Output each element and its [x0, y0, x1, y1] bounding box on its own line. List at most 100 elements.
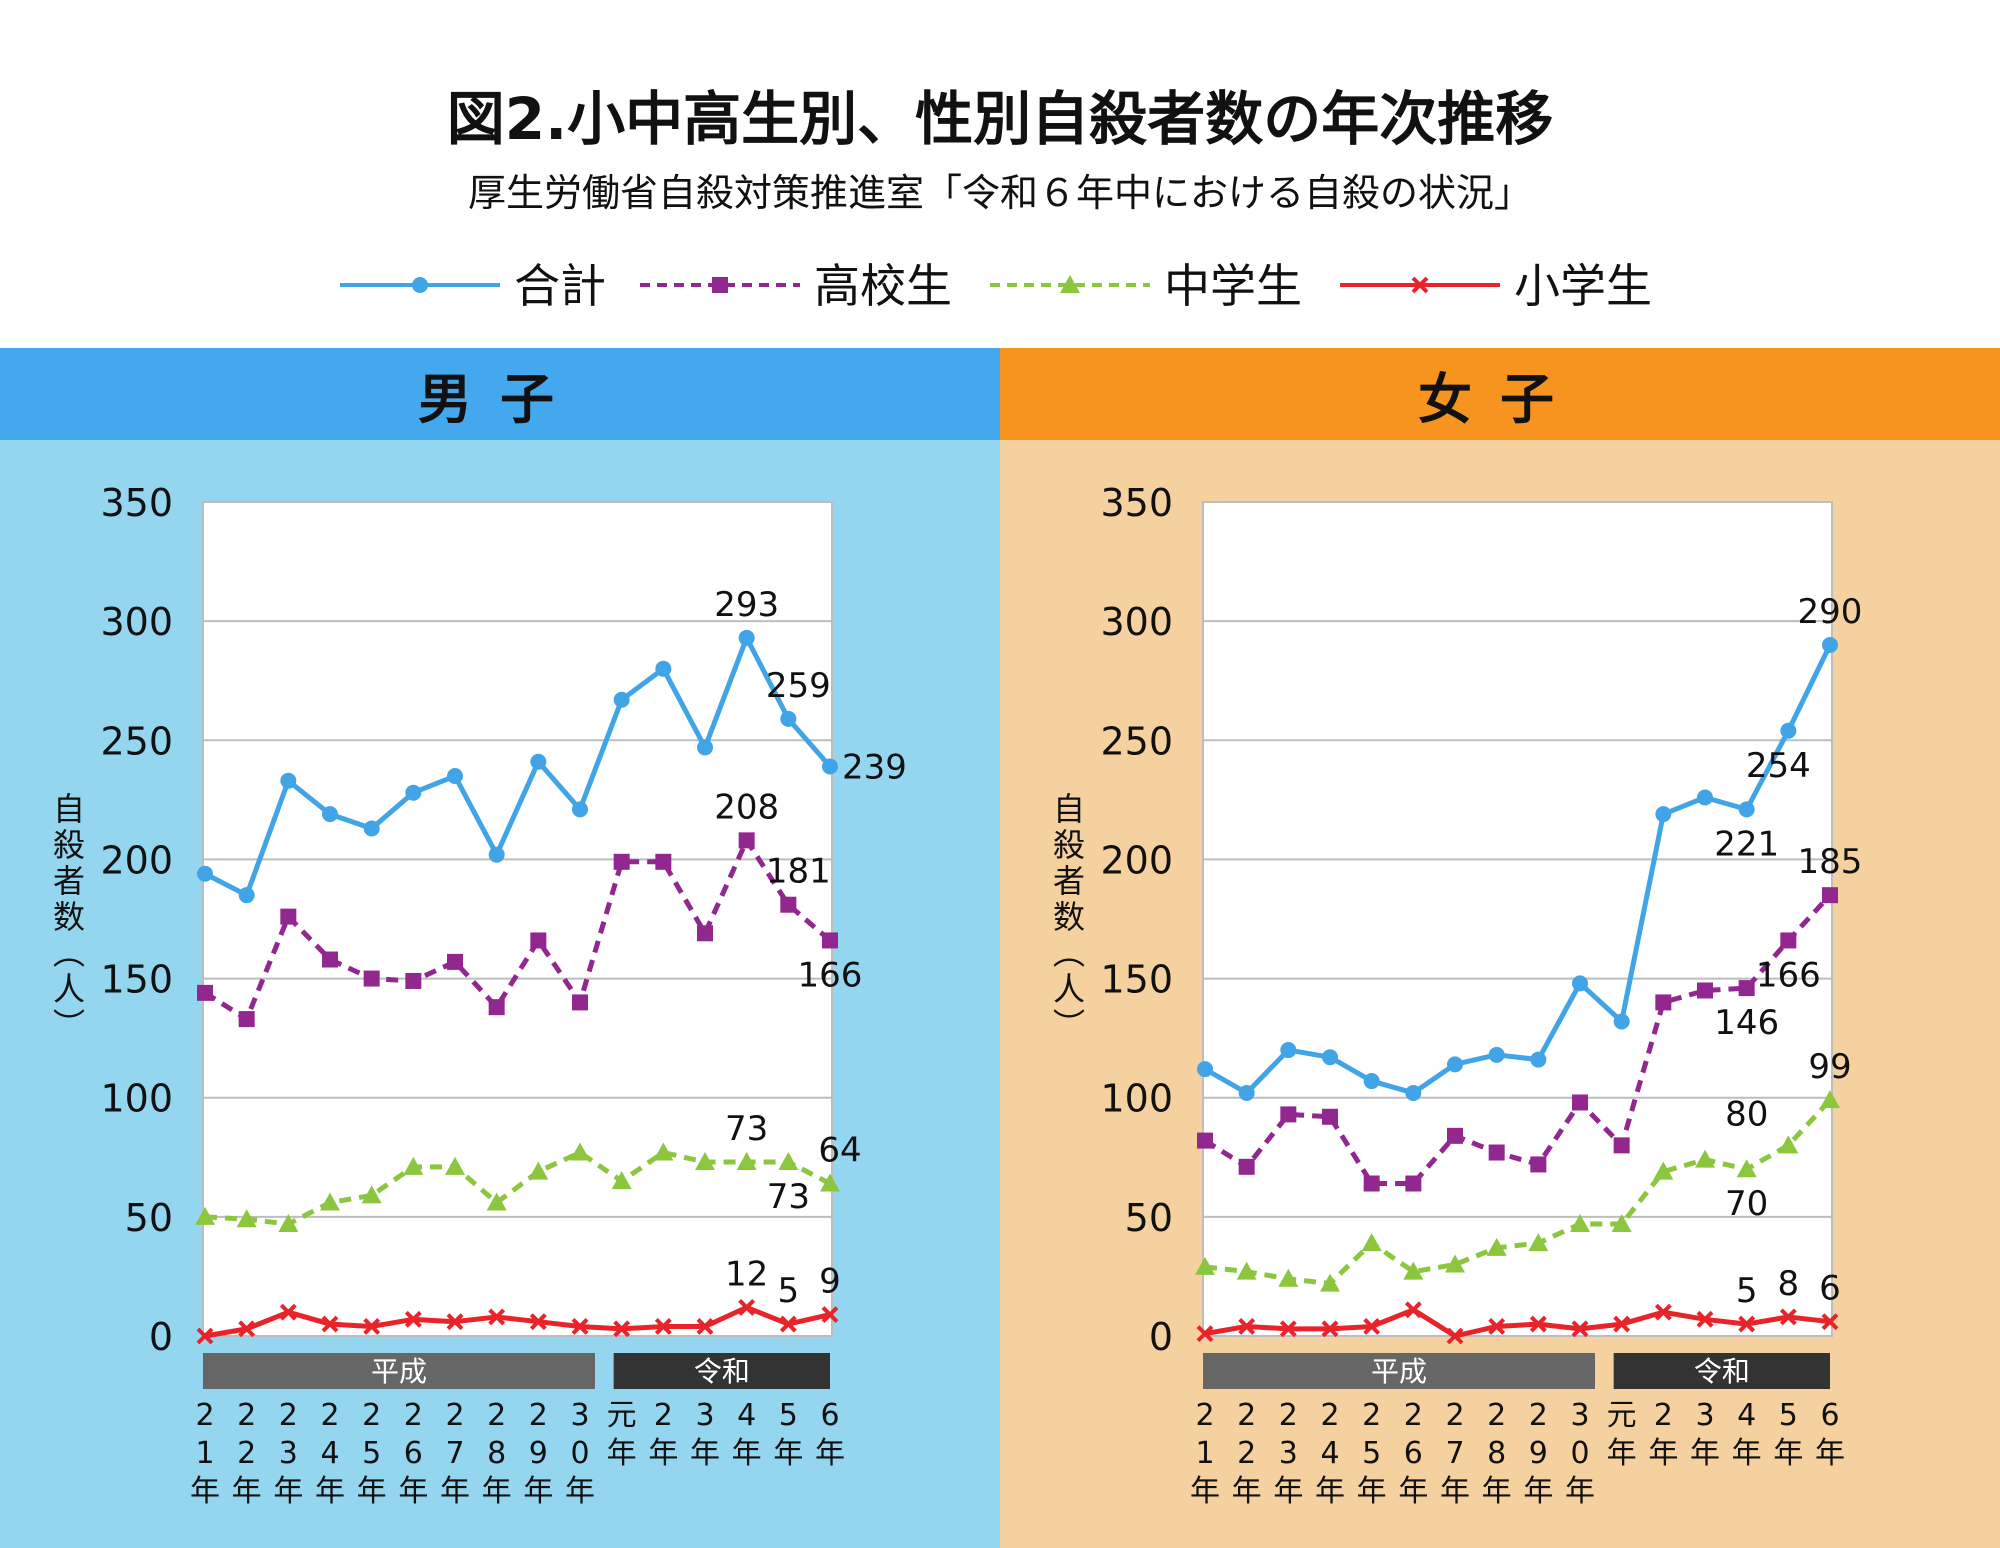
legend-label-total: 合計	[514, 259, 606, 313]
chart-subtitle: 厚生労働省自殺対策推進室「令和６年中における自殺の状況」	[467, 171, 1532, 215]
point-middle	[695, 1152, 715, 1171]
data-label: 12	[725, 1254, 768, 1294]
point-high	[197, 984, 213, 1001]
point-elementary	[1238, 1318, 1256, 1335]
x-tick-label-char: 年	[1815, 1436, 1845, 1471]
point-total	[1488, 1046, 1505, 1063]
x-tick-label-char: 2	[654, 1398, 673, 1433]
point-elementary	[1404, 1301, 1422, 1319]
x-tick-label-char: 年	[398, 1474, 428, 1509]
point-total	[280, 772, 297, 789]
point-high	[1405, 1175, 1422, 1192]
data-label: 239	[842, 747, 907, 787]
x-tick-label-char: 2	[445, 1398, 464, 1433]
point-middle	[1278, 1268, 1299, 1287]
x-tick-label-char: 年	[357, 1474, 387, 1509]
x-tick-label-char: 7	[1445, 1436, 1464, 1471]
point-total	[238, 887, 255, 904]
data-label: 166	[1756, 955, 1821, 995]
point-middle	[736, 1152, 757, 1171]
point-high	[447, 953, 463, 970]
point-total	[530, 753, 547, 770]
point-middle	[1736, 1159, 1757, 1178]
point-total	[1738, 801, 1755, 818]
point-middle	[1611, 1214, 1632, 1233]
point-middle	[445, 1156, 465, 1175]
point-high	[1530, 1156, 1547, 1173]
x-tick-label-char: 年	[315, 1474, 345, 1509]
point-high	[238, 1011, 255, 1028]
point-total	[1363, 1073, 1380, 1090]
x-tick-label-char: 年	[1565, 1474, 1595, 1509]
y-tick-label: 350	[1100, 481, 1173, 525]
point-middle	[1320, 1273, 1340, 1292]
x-tick-label-char: 0	[1570, 1436, 1589, 1471]
point-total	[1405, 1084, 1422, 1101]
era-band-0	[203, 1353, 595, 1389]
point-middle	[1653, 1161, 1674, 1180]
point-elementary	[488, 1308, 506, 1326]
era-band-label: 令和	[1694, 1355, 1750, 1388]
x-tick-label-char: 1	[1195, 1436, 1214, 1471]
x-tick-label-char: 5	[1362, 1436, 1381, 1471]
x-tick-label-char: 6	[404, 1436, 423, 1471]
point-middle	[1403, 1261, 1424, 1280]
data-label: 254	[1746, 746, 1811, 786]
x-tick-label-char: 3	[1570, 1398, 1589, 1433]
data-label: 5	[778, 1271, 800, 1311]
point-high	[363, 970, 380, 987]
point-total	[322, 806, 338, 823]
point-total	[488, 846, 505, 863]
data-label: 259	[766, 666, 831, 706]
point-middle	[528, 1161, 549, 1180]
legend-label-middle: 中学生	[1164, 259, 1302, 313]
point-high	[530, 932, 547, 949]
data-label: 185	[1798, 842, 1863, 882]
point-middle	[1445, 1254, 1465, 1273]
x-tick-label-char: 5	[1779, 1398, 1798, 1433]
x-tick-label-char: 年	[1690, 1436, 1720, 1471]
x-tick-label-char: 年	[273, 1474, 303, 1509]
point-high	[1822, 887, 1838, 904]
point-high	[405, 972, 422, 989]
panel-title-female: 女子	[1000, 348, 2000, 440]
y-tick-label: 100	[1100, 1077, 1173, 1121]
point-elementary	[1738, 1315, 1756, 1333]
point-total	[655, 660, 672, 677]
data-label: 99	[1808, 1047, 1851, 1087]
series-line-middle	[204, 1150, 832, 1227]
data-label: 73	[767, 1177, 810, 1217]
series-line-elementary	[1204, 1307, 1831, 1339]
plot-area	[202, 501, 833, 1337]
x-tick-label-char: 年	[815, 1436, 845, 1471]
x-tick-label-char: 元	[607, 1398, 637, 1433]
x-tick-label-char: 年	[1190, 1474, 1220, 1509]
point-middle	[820, 1173, 840, 1192]
point-middle	[195, 1206, 215, 1225]
point-high	[322, 951, 338, 968]
point-elementary	[404, 1310, 422, 1328]
point-middle	[1236, 1261, 1257, 1280]
point-elementary	[1446, 1327, 1464, 1345]
x-tick-label-char: 7	[445, 1436, 464, 1471]
x-tick-label-char: 5	[362, 1436, 381, 1471]
legend-label-elementary: 小学生	[1514, 259, 1652, 313]
point-high	[780, 896, 797, 913]
point-elementary	[1571, 1320, 1589, 1338]
x-tick-label-char: 年	[190, 1474, 220, 1509]
point-total	[822, 758, 838, 775]
point-total	[405, 784, 422, 801]
point-high	[738, 832, 755, 849]
point-total	[1822, 636, 1838, 653]
x-tick-label-char: 元	[1607, 1398, 1637, 1433]
y-tick-label: 350	[100, 481, 173, 525]
point-total	[1530, 1051, 1547, 1068]
data-label: 73	[725, 1109, 768, 1149]
x-tick-label-char: 6	[1820, 1398, 1839, 1433]
x-tick-label-char: 年	[482, 1474, 512, 1509]
x-tick-label-char: 2	[279, 1398, 298, 1433]
point-elementary	[446, 1313, 464, 1331]
data-label: 5	[1736, 1271, 1758, 1311]
era-band-0	[1203, 1353, 1595, 1389]
point-elementary	[654, 1318, 672, 1335]
